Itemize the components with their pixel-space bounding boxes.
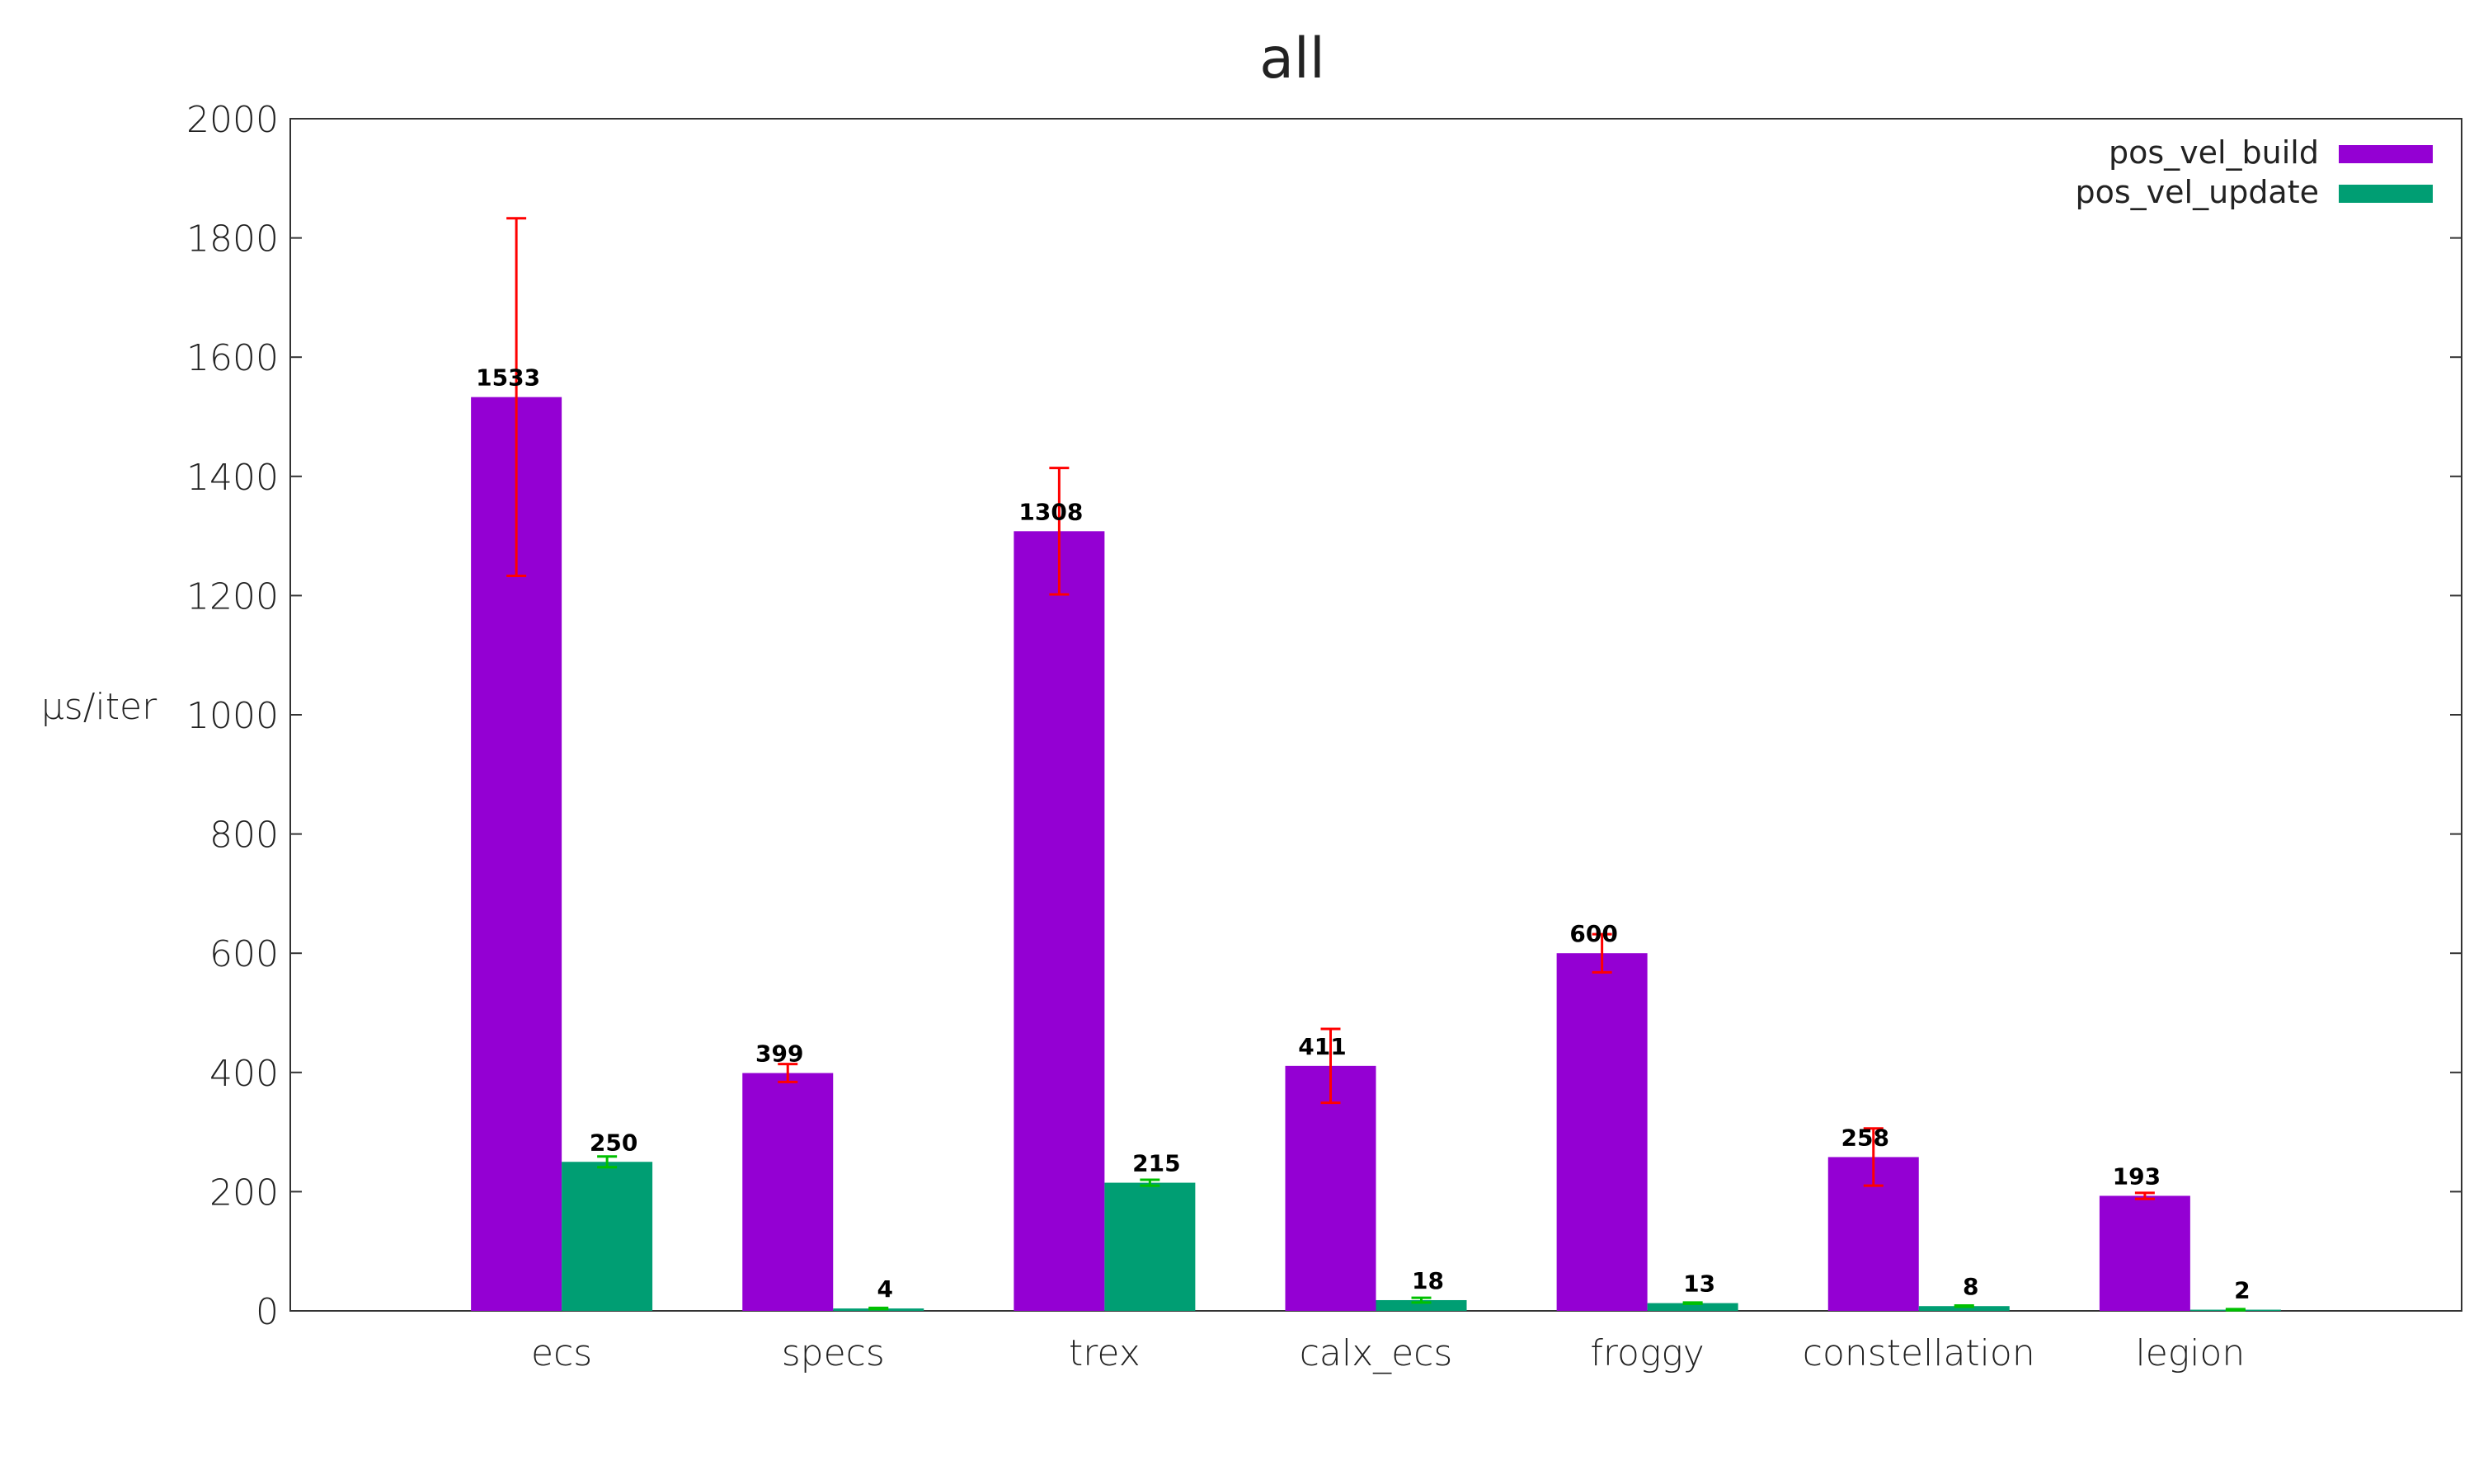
value-label: 8 [1963,1273,1978,1300]
x-tick-label: calx_ecs [1300,1332,1453,1374]
value-label: 13 [1683,1270,1715,1298]
bar-pos_vel_build-calx_ecs [1285,1065,1376,1311]
legend-label: pos_vel_update [2076,174,2319,210]
legend-label: pos_vel_build [2109,134,2319,171]
error-bar [1863,1127,1884,1187]
bar-pos_vel_build-specs [742,1073,834,1311]
bar-pos_vel_update-trex [1104,1182,1196,1311]
x-tick-label: legion [2136,1332,2246,1374]
error-bar [1049,467,1070,596]
bar-pos_vel_update-froggy [1647,1303,1738,1311]
y-tick-label: 1400 [186,457,279,499]
value-label: 2 [2234,1277,2250,1304]
value-label: 4 [877,1275,893,1303]
bar-pos_vel_update-ecs [562,1162,653,1311]
error-bar [506,217,527,578]
value-label: 215 [1132,1150,1180,1177]
error-bar [597,1155,618,1169]
bar-pos_vel_build-trex [1014,531,1105,1311]
error-bar [2134,1191,2155,1200]
y-tick-label: 2000 [186,99,279,141]
chart-title: all [1259,26,1324,92]
y-tick-label: 1600 [186,337,279,379]
legend-swatch [2339,185,2433,203]
y-tick-label: 0 [256,1291,279,1333]
x-tick-label: trex [1069,1332,1141,1374]
bar-pos_vel_build-legion [2099,1195,2190,1311]
x-tick-label: specs [782,1332,885,1374]
error-bar [1411,1296,1432,1304]
y-tick-label: 1000 [186,695,279,737]
error-bar [1592,932,1612,974]
value-label: 1533 [476,364,540,392]
value-label: 411 [1298,1033,1346,1060]
value-label: 600 [1569,920,1617,947]
error-bar [2225,1308,2246,1312]
bar-pos_vel_update-constellation [1918,1306,2010,1311]
y-tick-label: 600 [209,933,279,975]
value-label: 1308 [1018,498,1083,525]
error-bar [1140,1178,1160,1187]
y-tick-label: 400 [209,1053,279,1095]
x-tick-label: ecs [531,1332,592,1374]
bar-pos_vel_build-froggy [1556,953,1648,1311]
value-label: 18 [1412,1267,1444,1294]
value-label: 399 [755,1040,803,1068]
y-tick-label: 800 [209,815,279,857]
legend-swatch [2339,145,2433,163]
error-bar [1954,1303,1974,1308]
value-label: 250 [590,1129,637,1156]
value-label: 193 [2113,1162,2161,1190]
y-tick-label: 1800 [186,218,279,261]
error-bar [778,1063,798,1083]
y-axis-label: µs/iter [41,686,158,728]
bar-pos_vel_update-calx_ecs [1376,1299,1467,1311]
x-tick-label: constellation [1803,1332,2035,1374]
value-label: 258 [1841,1124,1889,1151]
y-tick-label: 1200 [186,575,279,618]
y-tick-label: 200 [209,1172,279,1214]
error-bar [1320,1027,1341,1105]
x-tick-label: froggy [1590,1332,1704,1374]
